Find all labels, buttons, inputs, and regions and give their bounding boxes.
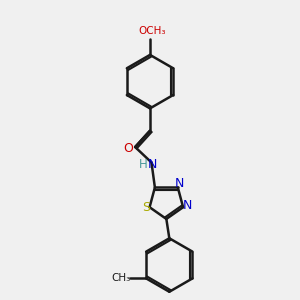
Text: S: S xyxy=(142,201,150,214)
Text: N: N xyxy=(147,158,157,171)
Text: N: N xyxy=(174,177,184,190)
Text: N: N xyxy=(183,199,192,212)
Text: OCH₃: OCH₃ xyxy=(139,26,166,35)
Text: H: H xyxy=(139,158,148,171)
Text: O: O xyxy=(123,142,133,155)
Text: CH₃: CH₃ xyxy=(112,273,131,284)
